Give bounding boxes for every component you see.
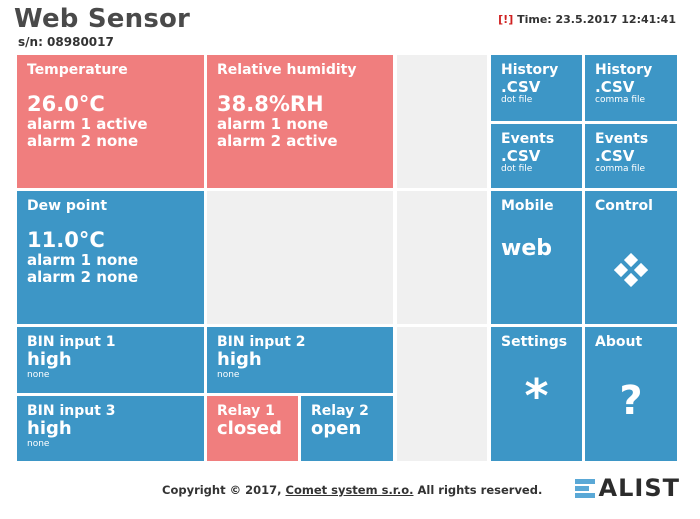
settings-tile[interactable]: Settings * xyxy=(491,327,582,461)
events-comma-csv-tile[interactable]: Events .CSV comma file xyxy=(585,124,677,188)
question-icon: ? xyxy=(619,378,643,424)
bin-input-2-label: BIN input 2 xyxy=(217,334,306,350)
history-dot-csv-tile[interactable]: History .CSV dot file xyxy=(491,55,582,121)
mobile-value: web xyxy=(501,236,552,261)
history-comma-ext: .CSV xyxy=(595,78,635,96)
alarm-flag[interactable]: [!] xyxy=(498,13,514,26)
bin-input-2-state: high xyxy=(217,349,262,370)
bin-input-3-sub: none xyxy=(27,439,50,449)
mobile-label: Mobile xyxy=(501,198,554,214)
temperature-alarm1: alarm 1 active xyxy=(27,115,148,133)
serial-number: s/n: 08980017 xyxy=(18,35,114,49)
history-comma-sub: comma file xyxy=(595,95,646,105)
logo-stripes-icon xyxy=(574,477,597,499)
settings-label: Settings xyxy=(501,334,568,350)
bin-input-1-state: high xyxy=(27,349,72,370)
events-comma-label: Events xyxy=(595,131,649,147)
history-dot-label: History xyxy=(501,62,559,78)
page-title: Web Sensor xyxy=(14,4,191,34)
diamond-grid-icon xyxy=(614,253,648,287)
empty-tile xyxy=(207,191,393,324)
events-dot-ext: .CSV xyxy=(501,147,541,165)
events-dot-csv-tile[interactable]: Events .CSV dot file xyxy=(491,124,582,188)
control-tile[interactable]: Control xyxy=(585,191,677,324)
dew-point-alarm1: alarm 1 none xyxy=(27,251,139,269)
time-display: [!] Time: 23.5.2017 12:41:41 xyxy=(498,13,676,26)
watermark-logo: ALIST xyxy=(574,474,680,502)
events-dot-label: Events xyxy=(501,131,555,147)
time-text: Time: 23.5.2017 12:41:41 xyxy=(517,13,676,26)
copyright-suffix: All rights reserved. xyxy=(413,483,543,497)
history-dot-ext: .CSV xyxy=(501,78,541,96)
history-comma-label: History xyxy=(595,62,653,78)
dew-point-tile[interactable]: Dew point 11.0°C alarm 1 none alarm 2 no… xyxy=(17,191,204,324)
bin-input-3-label: BIN input 3 xyxy=(27,403,116,419)
bin-input-1-tile[interactable]: BIN input 1 high none xyxy=(17,327,204,393)
control-label: Control xyxy=(595,198,653,214)
history-comma-csv-tile[interactable]: History .CSV comma file xyxy=(585,55,677,121)
bin-input-2-tile[interactable]: BIN input 2 high none xyxy=(207,327,393,393)
bin-input-1-sub: none xyxy=(27,370,50,380)
copyright-prefix: Copyright © 2017, xyxy=(162,483,286,497)
bin-input-3-tile[interactable]: BIN input 3 high none xyxy=(17,396,204,461)
empty-tile xyxy=(397,191,487,324)
bin-input-2-sub: none xyxy=(217,370,240,380)
dew-point-label: Dew point xyxy=(27,198,108,214)
relay-1-state: closed xyxy=(217,418,283,439)
humidity-label: Relative humidity xyxy=(217,62,357,78)
dew-point-alarm2: alarm 2 none xyxy=(27,268,139,286)
logo-text: ALIST xyxy=(598,474,680,502)
bin-input-1-label: BIN input 1 xyxy=(27,334,116,350)
mobile-web-tile[interactable]: Mobile web xyxy=(491,191,582,324)
dew-point-value: 11.0°C xyxy=(27,228,105,252)
asterisk-icon: * xyxy=(524,369,549,423)
bin-input-3-state: high xyxy=(27,418,72,439)
history-dot-sub: dot file xyxy=(501,95,533,105)
events-comma-sub: comma file xyxy=(595,164,646,174)
relay-2-state: open xyxy=(311,418,362,439)
events-dot-sub: dot file xyxy=(501,164,533,174)
humidity-tile[interactable]: Relative humidity 38.8%RH alarm 1 none a… xyxy=(207,55,393,188)
empty-tile xyxy=(397,55,487,188)
about-label: About xyxy=(595,334,643,350)
relay-2-label: Relay 2 xyxy=(311,403,369,419)
temperature-tile[interactable]: Temperature 26.0°C alarm 1 active alarm … xyxy=(17,55,204,188)
humidity-alarm1: alarm 1 none xyxy=(217,115,329,133)
empty-tile xyxy=(397,327,487,461)
humidity-value: 38.8%RH xyxy=(217,92,324,116)
temperature-label: Temperature xyxy=(27,62,128,78)
humidity-alarm2: alarm 2 active xyxy=(217,132,338,150)
relay-1-tile[interactable]: Relay 1 closed xyxy=(207,396,298,461)
events-comma-ext: .CSV xyxy=(595,147,635,165)
relay-2-tile[interactable]: Relay 2 open xyxy=(301,396,393,461)
temperature-alarm2: alarm 2 none xyxy=(27,132,139,150)
copyright-footer: Copyright © 2017, Comet system s.r.o. Al… xyxy=(162,483,542,497)
about-tile[interactable]: About ? xyxy=(585,327,677,461)
temperature-value: 26.0°C xyxy=(27,92,105,116)
relay-1-label: Relay 1 xyxy=(217,403,275,419)
company-link[interactable]: Comet system s.r.o. xyxy=(285,483,414,497)
